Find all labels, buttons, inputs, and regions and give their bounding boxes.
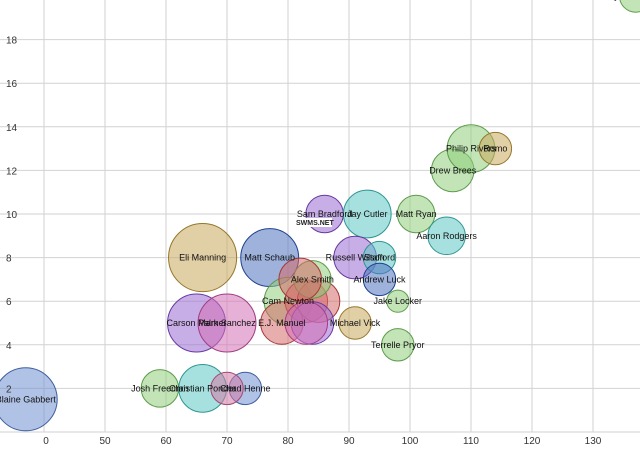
y-tick-label: 10 bbox=[6, 210, 18, 221]
y-tick-label: 20 bbox=[6, 0, 18, 3]
data-label: Jay Cutler bbox=[347, 209, 388, 219]
data-point bbox=[197, 293, 257, 353]
data-label: Jake Locker bbox=[374, 296, 423, 306]
x-tick-label: 130 bbox=[585, 436, 602, 447]
data-point bbox=[342, 189, 392, 239]
data-label: Terrelle Pryor bbox=[371, 340, 425, 350]
data-label: Josh Freeman bbox=[131, 383, 189, 393]
data-point bbox=[396, 194, 436, 234]
data-label: Romo bbox=[483, 144, 507, 154]
x-tick-label: 0 bbox=[43, 436, 49, 447]
axis-ticks: 2 4 6 8 10 12 14 16 18 20 50 60 70 80 90 100 110 120 130 0 bbox=[6, 0, 602, 447]
data-point bbox=[284, 301, 329, 345]
data-point bbox=[427, 216, 466, 256]
x-tick-label: 70 bbox=[221, 436, 233, 447]
data-point bbox=[381, 328, 415, 362]
data-label: Aaron Rodgers bbox=[416, 231, 477, 241]
data-label: Christian Ponder bbox=[169, 383, 236, 393]
y-tick-label: 12 bbox=[6, 166, 18, 177]
bubble-series bbox=[0, 0, 640, 432]
y-tick-label: 2 bbox=[6, 384, 12, 395]
data-label: Sam Bradford bbox=[297, 209, 353, 219]
data-label: Cam Newton bbox=[262, 296, 314, 306]
data-point bbox=[168, 223, 238, 293]
y-tick-label: 6 bbox=[6, 297, 12, 308]
data-label: Chad Henne bbox=[220, 383, 271, 393]
x-tick-label: 100 bbox=[402, 436, 419, 447]
data-label: Eli Manning bbox=[179, 253, 226, 263]
data-label: Andrew Luck bbox=[353, 274, 406, 284]
data-label: Russell Wilson bbox=[326, 253, 385, 263]
data-point bbox=[362, 262, 397, 297]
data-label: Matt Ryan bbox=[396, 209, 437, 219]
y-tick-label: 4 bbox=[6, 341, 12, 352]
watermark-background bbox=[294, 218, 332, 227]
data-point bbox=[619, 0, 640, 13]
data-point bbox=[338, 306, 372, 340]
data-point bbox=[210, 371, 244, 406]
data-label: Michael Vick bbox=[330, 318, 381, 328]
data-point bbox=[278, 257, 323, 302]
data-point bbox=[478, 131, 513, 166]
data-label: Mark Sanchez bbox=[198, 318, 256, 328]
watermark-text: SWMS.NET bbox=[296, 220, 334, 227]
data-label: Blaine Gabbert bbox=[0, 394, 56, 404]
y-tick-label: 18 bbox=[6, 36, 18, 47]
data-label: Carson Palmer bbox=[166, 318, 226, 328]
y-tick-label: 8 bbox=[6, 254, 12, 265]
data-label: E.J. Manuel bbox=[258, 318, 306, 328]
y-tick-label: 16 bbox=[6, 79, 18, 90]
x-tick-label: 60 bbox=[160, 436, 172, 447]
data-point bbox=[386, 289, 410, 313]
x-tick-label: 50 bbox=[99, 436, 111, 447]
data-label: Philip Rivers bbox=[446, 144, 497, 154]
data-label: Stafford bbox=[364, 253, 395, 263]
x-tick-label: 80 bbox=[282, 436, 294, 447]
data-label: Drew Brees bbox=[429, 165, 477, 175]
x-tick-label: 120 bbox=[524, 436, 541, 447]
data-label: Alex Smith bbox=[291, 274, 334, 284]
y-tick-label: 14 bbox=[6, 123, 18, 134]
watermark: SWMS.NET bbox=[294, 218, 334, 227]
data-label: Matt Schaub bbox=[244, 253, 295, 263]
x-tick-label: 90 bbox=[343, 436, 355, 447]
data-point bbox=[0, 367, 58, 432]
x-tick-label: 110 bbox=[463, 436, 479, 447]
data-label: Peyton Manning bbox=[603, 0, 640, 1]
